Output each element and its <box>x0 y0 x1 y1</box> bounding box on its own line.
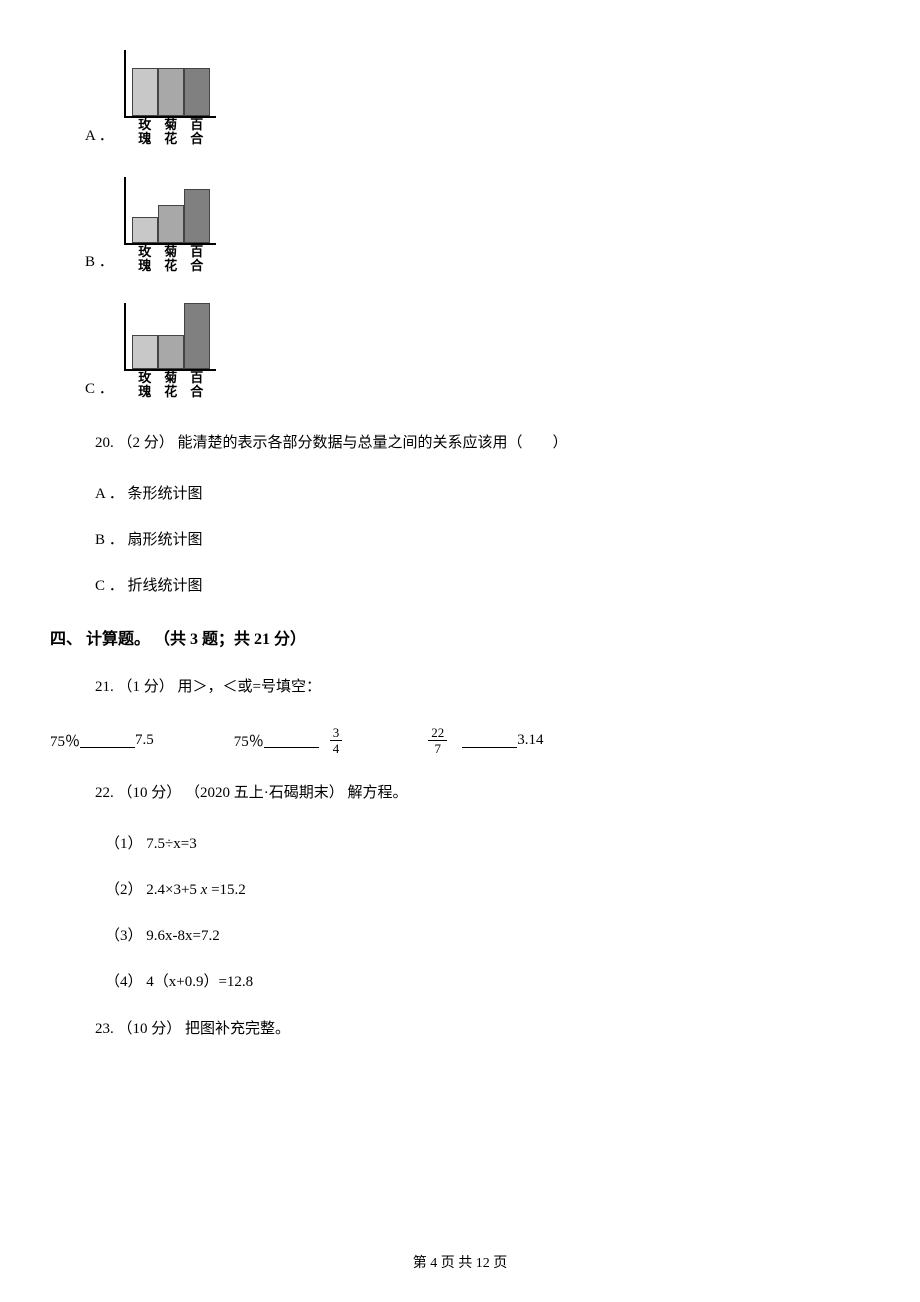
q20-option-a: A ． 条形统计图 <box>95 482 870 503</box>
bar-c-3 <box>184 303 210 369</box>
bar-b-3 <box>184 189 210 243</box>
chart-b-bars <box>124 177 216 245</box>
bar-c-2 <box>158 335 184 369</box>
q21-p1-right: 7.5 <box>135 732 154 749</box>
question-21: 21. （1 分） 用＞，＜或=号填空： <box>95 674 870 701</box>
question-20: 20. （2 分） 能清楚的表示各部分数据与总量之间的关系应该用（ ） <box>95 430 870 457</box>
fraction-3-4: 3 4 <box>330 726 343 755</box>
option-c-row: C ． 玫瑰 菊花 百合 <box>85 303 870 400</box>
label-a-3: 百合 <box>184 118 210 147</box>
page-footer: 第 4 页 共 12 页 <box>0 1252 920 1272</box>
bar-a-1 <box>132 68 158 116</box>
label-a-2: 菊花 <box>158 118 184 147</box>
q21-comparison-row: 75％ 7.5 75％ 3 4 22 7 3.14 <box>50 726 870 755</box>
frac-den: 7 <box>432 741 445 755</box>
q22-sub3: （3） 9.6x-8x=7.2 <box>105 924 870 945</box>
label-b-1: 玫瑰 <box>132 245 158 274</box>
option-a-row: A ． 玫瑰 菊花 百合 <box>85 50 870 147</box>
question-23: 23. （10 分） 把图补充完整。 <box>95 1016 870 1043</box>
q21-p3-right: 3.14 <box>517 732 543 749</box>
chart-c-labels: 玫瑰 菊花 百合 <box>124 371 216 400</box>
label-a-1: 玫瑰 <box>132 118 158 147</box>
question-22: 22. （10 分） （2020 五上·石碣期末） 解方程。 <box>95 780 870 807</box>
label-c-1: 玫瑰 <box>132 371 158 400</box>
chart-c-bars <box>124 303 216 371</box>
label-b-3: 百合 <box>184 245 210 274</box>
q22-sub2-pre: （2） 2.4×3+5 <box>105 882 201 898</box>
bar-c-1 <box>132 335 158 369</box>
q22-sub1: （1） 7.5÷x=3 <box>105 832 870 853</box>
bar-b-1 <box>132 217 158 243</box>
bar-b-2 <box>158 205 184 243</box>
frac-den: 4 <box>330 741 343 755</box>
option-b-row: B ． 玫瑰 菊花 百合 <box>85 177 870 274</box>
label-b-2: 菊花 <box>158 245 184 274</box>
blank-3[interactable] <box>462 732 517 748</box>
bar-a-3 <box>184 68 210 116</box>
option-a-label: A ． <box>85 124 114 147</box>
q22-sub2-post: =15.2 <box>207 882 245 898</box>
frac-num: 22 <box>428 726 447 741</box>
blank-2[interactable] <box>264 732 319 748</box>
fraction-22-7: 22 7 <box>428 726 447 755</box>
q22-sub4: （4） 4（x+0.9）=12.8 <box>105 970 870 991</box>
chart-c: 玫瑰 菊花 百合 <box>124 303 216 400</box>
q22-sub2: （2） 2.4×3+5 x =15.2 <box>105 878 870 899</box>
label-c-3: 百合 <box>184 371 210 400</box>
chart-a-labels: 玫瑰 菊花 百合 <box>124 118 216 147</box>
label-c-2: 菊花 <box>158 371 184 400</box>
bar-a-2 <box>158 68 184 116</box>
section-4-header: 四、 计算题。 （共 3 题；共 21 分） <box>50 625 870 649</box>
option-c-label: C ． <box>85 377 114 400</box>
chart-b: 玫瑰 菊花 百合 <box>124 177 216 274</box>
q20-option-c: C ． 折线统计图 <box>95 574 870 595</box>
chart-a: 玫瑰 菊花 百合 <box>124 50 216 147</box>
q21-p2-left: 75％ <box>234 730 264 751</box>
blank-1[interactable] <box>80 732 135 748</box>
option-b-label: B ． <box>85 250 114 273</box>
chart-b-labels: 玫瑰 菊花 百合 <box>124 245 216 274</box>
frac-num: 3 <box>330 726 343 741</box>
q20-option-b: B ． 扇形统计图 <box>95 528 870 549</box>
chart-a-bars <box>124 50 216 118</box>
q21-p1-left: 75％ <box>50 730 80 751</box>
